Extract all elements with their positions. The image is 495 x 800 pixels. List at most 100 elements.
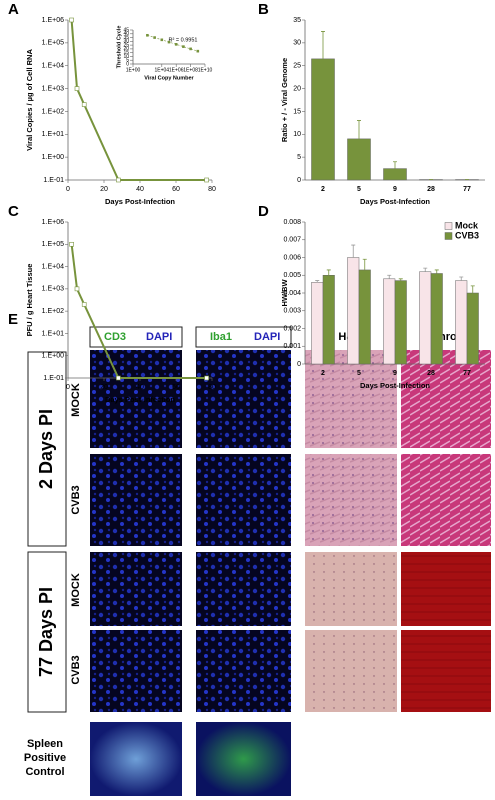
bar xyxy=(394,280,407,365)
micrograph xyxy=(196,350,291,448)
y-tick-label: 1.E+01 xyxy=(42,131,64,138)
group-box xyxy=(27,551,67,713)
bar xyxy=(358,269,371,365)
micrograph xyxy=(90,454,182,546)
y-tick-label: 1.E+03 xyxy=(42,85,64,92)
y-tick-label: 20 xyxy=(123,46,129,52)
data-point xyxy=(116,177,121,183)
micrograph xyxy=(401,454,491,546)
data-point xyxy=(146,33,149,37)
x-tick-label: 77 xyxy=(463,370,471,377)
x-tick-label: 1E+00 xyxy=(126,67,141,73)
x-axis-label: Days Post-Infection xyxy=(360,381,430,390)
y-tick-label: 0 xyxy=(297,177,301,184)
y-tick-label: 0.008 xyxy=(283,219,301,226)
legend-label: Mock xyxy=(455,220,479,230)
data-point xyxy=(81,102,87,107)
error-bar xyxy=(362,258,367,270)
y-tick-label: 1.E+02 xyxy=(42,108,64,115)
annotation: R² = 0.9951 xyxy=(169,37,198,43)
control-label: Spleen xyxy=(27,738,63,750)
panel-label: C xyxy=(8,203,19,220)
y-tick-label: 25 xyxy=(123,42,129,48)
data-point xyxy=(182,45,185,48)
bar xyxy=(430,273,443,365)
y-tick-label: 1.E+00 xyxy=(42,154,64,161)
y-tick-label: 1.E+01 xyxy=(42,330,64,337)
panel-label: E xyxy=(8,311,18,328)
x-tick-label: 80 xyxy=(208,186,216,193)
x-tick-label: 40 xyxy=(136,186,144,193)
y-tick-label: 1.E+05 xyxy=(42,40,64,47)
panel-label: D xyxy=(258,203,269,220)
data-point xyxy=(74,286,80,292)
row-label: CVB3 xyxy=(70,485,82,514)
x-tick-label: 0 xyxy=(66,186,70,193)
y-tick-label: 0.005 xyxy=(283,272,301,279)
x-axis-label: Days Post-Infection xyxy=(105,395,175,404)
row-label: MOCK xyxy=(70,383,82,417)
x-tick-label: 5 xyxy=(357,370,361,377)
data-point xyxy=(174,43,178,46)
bar xyxy=(311,58,335,181)
error-bar xyxy=(393,161,397,169)
y-tick-label: 15 xyxy=(293,108,301,115)
y-tick-label: 1.E-01 xyxy=(43,375,64,382)
y-tick-label: 0.006 xyxy=(283,254,301,261)
y-axis-label: Threshold Cycle xyxy=(116,26,122,69)
y-tick-label: 40 xyxy=(123,31,129,37)
x-axis-label: Days Post-Infection xyxy=(360,197,430,206)
panel-label: B xyxy=(258,1,269,18)
x-tick-label: 9 xyxy=(393,370,397,377)
error-bar xyxy=(357,120,361,139)
y-tick-label: 10 xyxy=(123,54,129,60)
x-tick-label: 28 xyxy=(427,186,435,193)
data-point xyxy=(69,241,74,247)
x-tick-label: 20 xyxy=(100,186,108,193)
micrograph xyxy=(305,350,397,448)
x-tick-label: 60 xyxy=(172,384,180,391)
y-tick-label: 10 xyxy=(293,131,301,138)
x-axis-label: Viral Copy Number xyxy=(144,75,194,81)
micrograph xyxy=(90,722,182,796)
micrograph xyxy=(90,630,182,712)
group-label: 77 Days PI xyxy=(36,587,56,677)
y-tick-label: 1.E+05 xyxy=(42,241,64,248)
x-tick-label: 1E+04 xyxy=(154,67,169,73)
micrograph xyxy=(305,552,397,626)
y-tick-label: 0.007 xyxy=(283,237,301,244)
y-tick-label: 1.E-01 xyxy=(43,177,64,184)
x-tick-label: 9 xyxy=(393,186,397,193)
y-tick-label: 20 xyxy=(293,85,301,92)
x-tick-label: 2 xyxy=(321,186,325,193)
micrograph xyxy=(90,552,182,626)
micrograph xyxy=(401,350,491,448)
y-tick-label: 1.E+00 xyxy=(42,353,64,360)
y-tick-label: 35 xyxy=(123,35,129,41)
header-box xyxy=(89,326,183,348)
x-tick-label: 1E+06 xyxy=(169,67,184,73)
x-tick-label: 28 xyxy=(427,370,435,377)
x-tick-label: 5 xyxy=(357,186,361,193)
error-bar xyxy=(326,269,331,276)
y-tick-label: 0.002 xyxy=(283,325,301,332)
error-bar xyxy=(434,269,439,274)
x-tick-label: 2 xyxy=(321,370,325,377)
bar xyxy=(347,257,360,365)
x-tick-label: 1E+10 xyxy=(198,67,213,73)
group-label: 2 Days PI xyxy=(36,409,56,489)
micrograph xyxy=(305,630,397,712)
y-tick-label: 0.001 xyxy=(283,343,301,350)
error-bar xyxy=(387,274,392,279)
bar xyxy=(322,275,335,365)
y-tick-label: 15 xyxy=(123,50,129,56)
micrograph xyxy=(401,630,491,712)
x-tick-label: 20 xyxy=(100,384,108,391)
micrograph xyxy=(305,454,397,546)
y-tick-label: 0 xyxy=(126,61,129,67)
y-tick-label: 0.004 xyxy=(283,290,301,297)
data-point xyxy=(204,375,209,381)
x-axis-label: Days Post-Infection xyxy=(105,197,175,206)
y-axis-label: Viral Copies / µg of Cell RNA xyxy=(25,49,34,151)
micrographs xyxy=(90,350,491,796)
